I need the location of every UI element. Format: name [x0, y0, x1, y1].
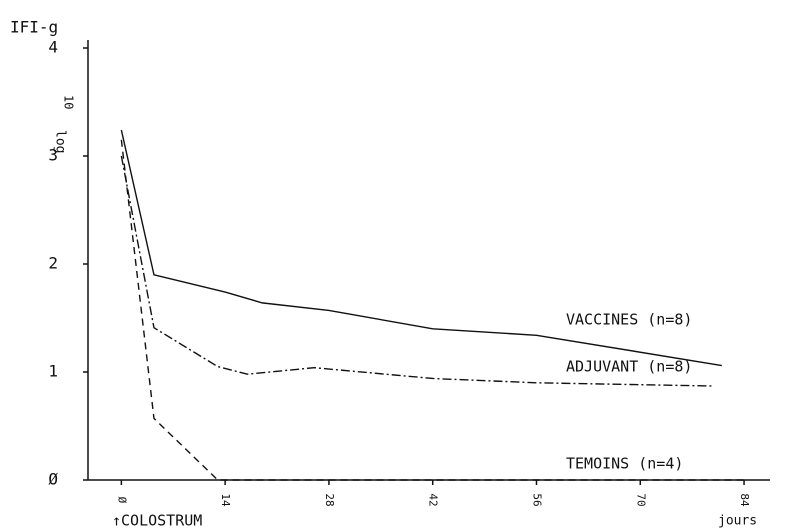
y-label: IFI-g	[10, 18, 58, 37]
y-tick-label: 3	[48, 146, 58, 165]
series-line	[120, 129, 722, 367]
series-line	[120, 155, 715, 387]
series-label: ADJUVANT (n=8)	[566, 358, 692, 376]
y-tick-label: 2	[48, 254, 58, 273]
y-tick-label: Ø	[48, 470, 58, 489]
series-line	[120, 139, 745, 481]
x-tick-label: Ø	[115, 497, 128, 504]
x-tick-label: 14	[219, 493, 232, 507]
x-tick-label: 28	[323, 493, 336, 506]
y-sublabel: log	[53, 130, 68, 153]
x-tick-label: 84	[738, 493, 751, 507]
series-label: TEMOINS (n=4)	[566, 455, 683, 473]
x-tick-label: 56	[530, 493, 543, 506]
series-label: VACCINES (n=8)	[566, 311, 692, 329]
x-tick-label: 70	[634, 493, 647, 506]
x-tick-label: 42	[427, 493, 440, 506]
y-subscript: 10	[62, 95, 76, 109]
y-tick-label: 1	[48, 362, 58, 381]
y-tick-label: 4	[48, 38, 58, 57]
x-label: jours	[718, 514, 757, 529]
annotation: ↑COLOSTRUM	[112, 512, 202, 530]
